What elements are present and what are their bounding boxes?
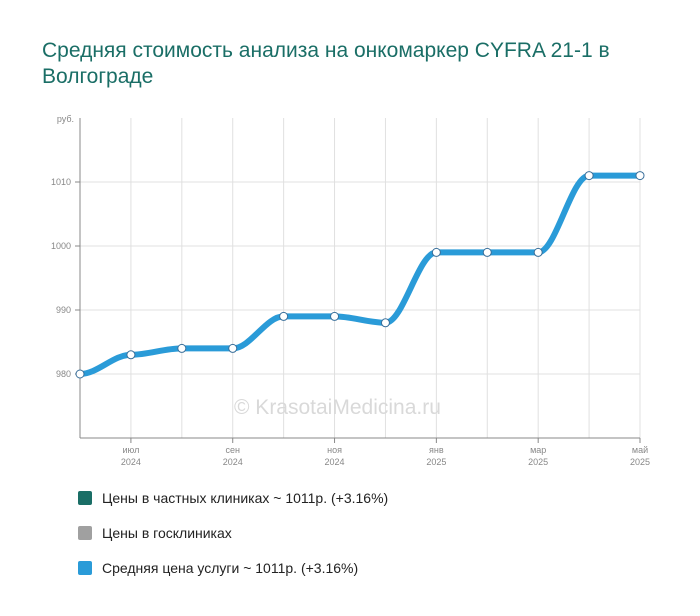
data-point[interactable] [584,171,594,181]
x-tick-label-year: 2024 [223,457,243,467]
data-point[interactable] [228,343,238,353]
y-tick-label: 1010 [51,177,71,187]
data-point[interactable] [126,350,136,360]
legend-item-private[interactable]: Цены в частных клиниках ~ 1011р. (+3.16%… [78,488,388,508]
legend-item-average[interactable]: Средняя цена услуги ~ 1011р. (+3.16%) [78,558,358,578]
y-tick-label: 980 [56,369,71,379]
data-point[interactable] [75,369,85,379]
axes [75,118,641,443]
x-tick-label-month: янв [429,445,444,455]
legend-swatch-public [78,526,92,540]
y-tick-label: 1000 [51,241,71,251]
data-point[interactable] [635,171,645,181]
chart-title: Средняя стоимость анализа на онкомаркер … [42,39,610,88]
x-tick-label-month: май [632,445,648,455]
legend-label-private: Цены в частных клиниках ~ 1011р. (+3.16%… [102,490,389,506]
legend-label-public: Цены в госклиниках [102,525,232,541]
x-tick-label-month: мар [530,445,546,455]
data-point[interactable] [431,247,441,257]
y-tick-label: 990 [56,305,71,315]
legend-item-public[interactable]: Цены в госклиниках [78,523,232,543]
data-point[interactable] [380,318,390,328]
data-point[interactable] [533,247,543,257]
series-line-average [77,172,643,377]
data-point[interactable] [177,343,187,353]
legend-swatch-private [78,491,92,505]
data-point[interactable] [330,311,340,321]
x-tick-label-year: 2024 [121,457,141,467]
grid [80,118,641,438]
data-point[interactable] [279,311,289,321]
x-tick-label-year: 2025 [630,457,650,467]
labels-layer: руб. 980 990 1000 1010 июл 2024 сен 2024 ноя 2024 я… [51,114,650,467]
data-point[interactable] [482,247,492,257]
x-tick-label-month: сен [225,445,240,455]
x-tick-label-month: ноя [327,445,342,455]
legend-swatch-average [78,561,92,575]
series-layer [77,172,643,377]
x-tick-label-year: 2024 [325,457,345,467]
x-tick-label-month: июл [122,445,139,455]
y-unit-label: руб. [57,114,74,124]
watermark: © KrasotaiMedicina.ru [234,396,441,419]
points-layer [75,171,645,379]
x-tick-label-year: 2025 [528,457,548,467]
x-tick-label-year: 2025 [426,457,446,467]
legend-label-average: Средняя цена услуги ~ 1011р. (+3.16%) [102,560,359,576]
